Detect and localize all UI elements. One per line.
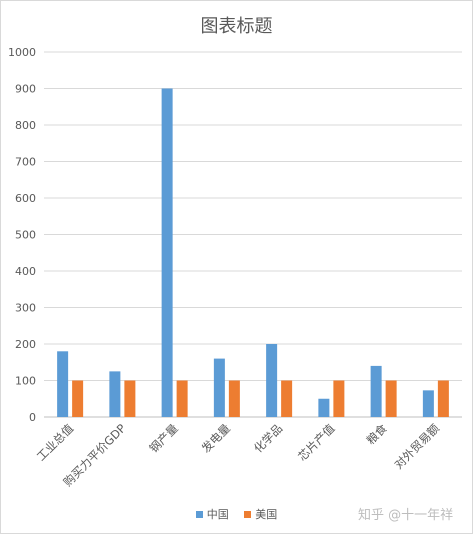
bar-china [57,351,69,417]
x-tick-label: 芯片产值 [295,421,338,464]
y-tick-label: 400 [15,265,36,278]
y-tick-label: 500 [15,229,36,242]
x-tick-label: 对外贸易额 [391,421,442,472]
bar-china [370,365,382,417]
y-tick-label: 700 [15,156,36,169]
x-tick-label: 粮食 [364,421,391,448]
y-tick-label: 1000 [8,46,36,59]
x-tick-label: 化学品 [251,421,285,455]
bar-china [422,390,434,417]
bar-usa [176,380,188,417]
chart-title: 图表标题 [200,16,273,37]
y-tick-label: 200 [15,338,36,351]
bar-usa [72,380,84,417]
y-tick-label: 100 [15,375,36,388]
y-tick-label: 800 [15,119,36,132]
legend-label-usa: 美国 [255,508,278,521]
legend: 中国 美国 [0,506,473,522]
bar-usa [333,380,345,417]
bar-usa [281,380,293,417]
bar-china [266,344,278,417]
bar-china [213,358,225,417]
y-tick-label: 600 [15,192,36,205]
legend-swatch-usa [244,510,252,518]
x-tick-label: 发电量 [199,421,233,455]
y-tick-label: 900 [15,83,36,96]
watermark: 知乎 @十一年祥 [358,508,454,523]
legend-swatch-china [195,510,203,518]
bar-usa [228,380,240,417]
bar-usa [124,380,136,417]
y-tick-label: 0 [29,411,36,424]
bar-china [318,398,330,417]
y-tick-label: 300 [15,302,36,315]
x-tick-label: 工业总值 [34,421,77,464]
bar-china [161,88,173,417]
legend-item-china: 中国 [195,506,229,522]
x-tick-label: 钢产量 [146,421,180,455]
bar-usa [437,380,449,417]
bar-usa [385,380,397,417]
legend-item-usa: 美国 [244,506,277,522]
legend-label-china: 中国 [206,508,229,521]
bar-china [109,371,121,417]
